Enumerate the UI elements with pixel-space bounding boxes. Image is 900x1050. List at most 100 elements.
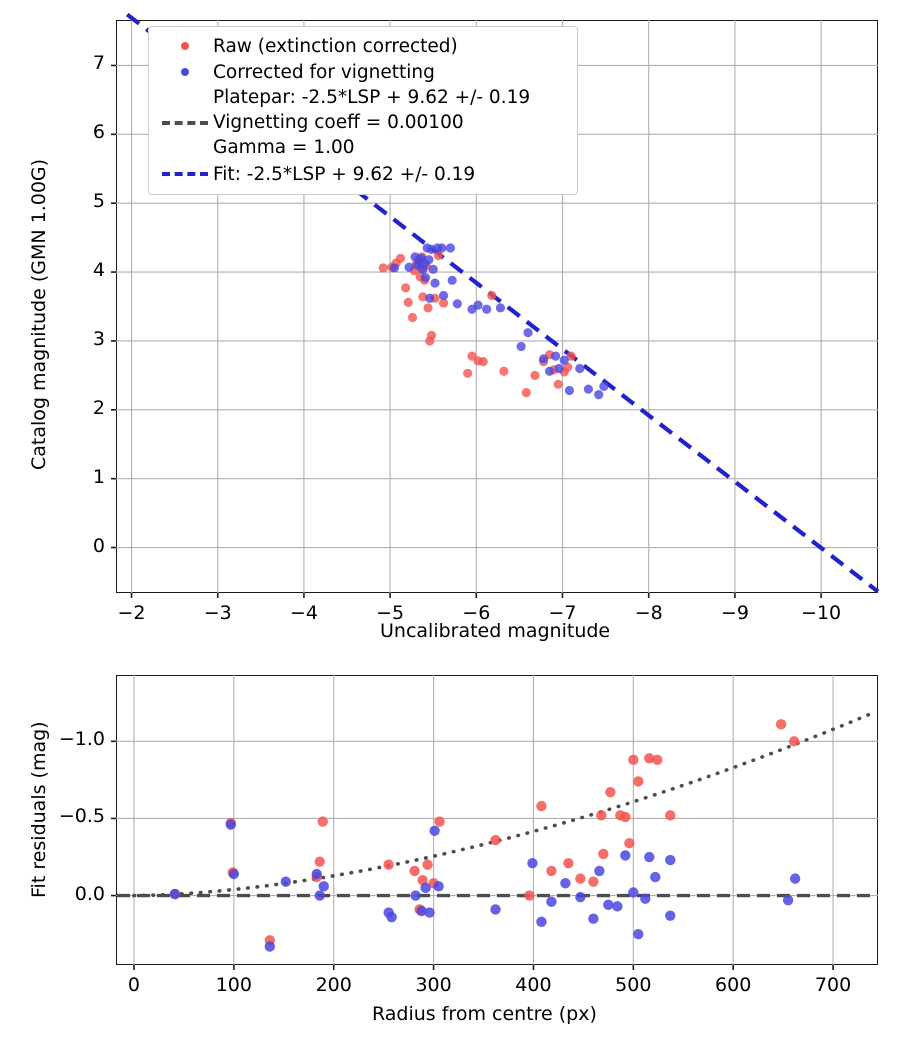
series-raw [169,719,800,946]
top-ytick-1: 1 [92,465,105,488]
data-point [425,293,435,303]
top-xtick-7: −9 [720,602,749,624]
legend-key-fit [157,172,213,176]
data-point [429,825,440,836]
data-point [650,871,661,883]
data-point [536,800,547,812]
data-point [383,859,394,870]
legend-label-corrected: Corrected for vignetting [213,61,435,83]
data-point [521,387,531,398]
data-point [575,891,586,903]
data-point [596,810,607,821]
data-point [401,283,411,293]
data-point [598,848,609,860]
bottom-xtick-6: 600 [715,974,752,996]
fit-residuals-axes [116,675,878,965]
data-point [538,354,549,364]
data-point [423,303,433,313]
top-ytick-6: 6 [92,121,105,144]
top-ytick-2: 2 [92,396,105,419]
data-point [437,243,447,253]
legend-item-raw: Raw (extinction corrected) [157,33,567,59]
data-point [430,278,440,288]
data-point [575,873,586,884]
legend-key-raw [157,42,213,50]
data-point [628,887,639,898]
data-point [378,263,388,273]
data-point [482,304,492,314]
data-point [433,881,444,892]
data-point [546,896,557,907]
dashed-gray-line-icon [162,120,208,125]
top-xtick-3: −5 [376,602,405,624]
data-point [554,363,564,374]
data-point [445,243,456,253]
top-ytick-5: 5 [92,190,105,213]
data-point [452,299,462,309]
data-point [416,905,427,917]
data-point [487,290,497,301]
data-point [628,754,639,766]
top-xtick-5: −7 [548,602,577,624]
data-point [404,262,414,272]
bottom-xtick-5: 500 [615,974,652,996]
data-point [438,290,449,301]
legend-label-platepar: Platepar: -2.5*LSP + 9.62 +/- 0.19 [213,87,531,108]
data-point [652,754,663,766]
data-point [314,890,325,901]
top-xtick-6: −8 [634,602,663,624]
legend-label-vignetting-coeff: Vignetting coeff = 0.00100 [213,112,464,133]
top-ytick-3: 3 [92,327,105,350]
dashed-blue-line-icon [162,172,208,176]
data-point [395,253,406,263]
data-point [403,297,413,307]
data-point [428,264,438,274]
data-point [564,385,575,396]
bottom-xtick-4: 400 [515,974,552,996]
legend-item-fit: Fit: -2.5*LSP + 9.62 +/- 0.19 [157,160,567,188]
bottom-ytick-0: 0.0 [74,882,105,905]
data-point [495,303,506,313]
bottom-ytick-2: −1.0 [58,728,105,751]
legend-key-vignetting [157,120,213,125]
data-point [410,890,421,901]
data-point [420,882,431,894]
data-point [407,312,418,323]
data-point [782,895,794,906]
data-point [225,819,237,830]
data-point [311,868,322,880]
bottom-xtick-7: 700 [814,974,852,996]
data-point [775,719,787,730]
data-point [536,916,547,928]
legend-key-corrected [157,68,213,76]
data-point [560,878,571,889]
vignetting-curve [132,710,877,898]
data-point [438,298,449,308]
data-point [551,351,561,361]
data-point [516,341,526,352]
data-point [665,910,676,921]
bottom-ytick-1: −0.5 [58,805,105,828]
data-point [389,263,400,273]
data-point [603,899,614,911]
top-xtick-0: −2 [117,602,146,624]
marker-blue-icon [181,68,189,76]
data-point [422,859,433,870]
series-corrected [389,243,609,400]
data-point [228,868,240,880]
data-point [409,865,420,877]
legend-item-gamma: Gamma = 1.00 [157,135,567,160]
data-point [788,736,800,747]
data-point [605,787,616,798]
legend-item-corrected: Corrected for vignetting [157,59,567,85]
data-point [588,876,599,887]
bottom-gridlines [111,675,878,970]
data-point [527,857,538,869]
data-point [559,355,569,365]
data-point [644,753,655,764]
data-point [594,865,605,877]
data-point [169,888,181,900]
data-point [433,250,443,261]
data-point [314,856,325,867]
